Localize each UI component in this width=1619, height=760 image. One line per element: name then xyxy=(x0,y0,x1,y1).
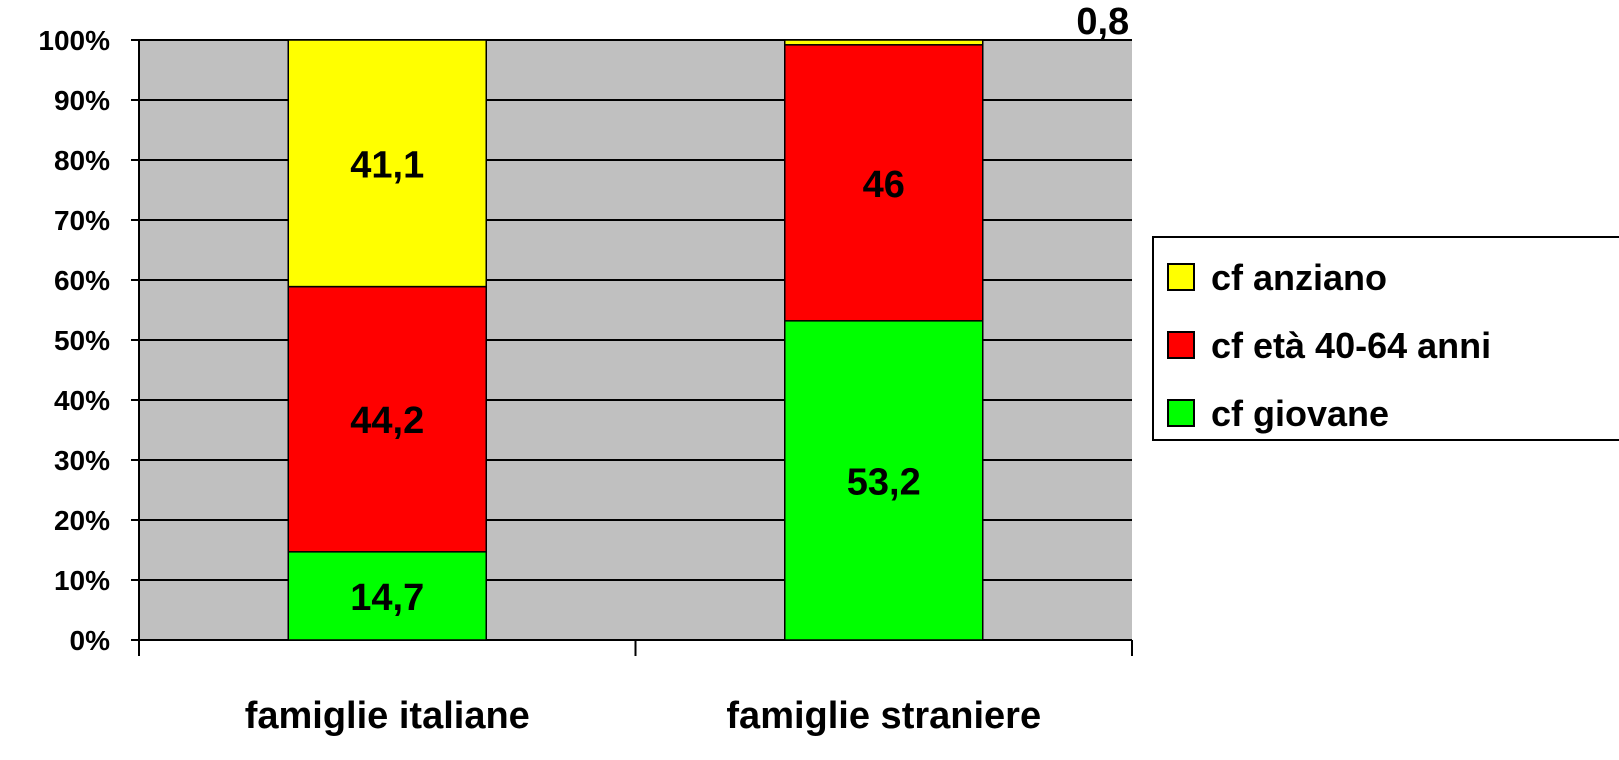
data-label: 0,8 xyxy=(1076,1,1129,43)
y-tick-label: 10% xyxy=(54,565,110,596)
data-label: 44,2 xyxy=(350,400,424,442)
data-labels: 14,7 44,2 41,1 53,2 46 0,8 xyxy=(350,1,1129,619)
bar-segment xyxy=(287,551,487,641)
legend-label: cf età 40-64 anni xyxy=(1211,325,1491,366)
legend-label: cf giovane xyxy=(1211,393,1389,434)
y-tick-label: 20% xyxy=(54,505,110,536)
data-label: 14,7 xyxy=(350,577,424,619)
bars xyxy=(287,39,984,641)
legend-box xyxy=(1152,236,1619,441)
legend-swatch xyxy=(1167,399,1195,427)
y-tick-label: 50% xyxy=(54,325,110,356)
bar-segment xyxy=(784,320,984,641)
axes: 0% 10% 20% 30% 40% 50% 60% 70% 80% 90% 100% famigli… xyxy=(38,25,1133,737)
x-category-label: famiglie straniere xyxy=(726,695,1041,737)
y-tick-label: 100% xyxy=(38,25,110,56)
data-label: 53,2 xyxy=(847,461,921,503)
y-tick-label: 40% xyxy=(54,385,110,416)
legend-swatch xyxy=(1167,263,1195,291)
data-label: 41,1 xyxy=(350,144,424,186)
bar-segment xyxy=(287,39,487,288)
data-label: 46 xyxy=(863,164,905,206)
legend-swatch xyxy=(1167,331,1195,359)
bar-segment xyxy=(784,44,984,322)
legend-label: cf anziano xyxy=(1211,257,1387,298)
y-tick-label: 30% xyxy=(54,445,110,476)
bar-segment xyxy=(287,285,487,553)
y-tick-label: 90% xyxy=(54,85,110,116)
y-tick-label: 70% xyxy=(54,205,110,236)
y-tick-label: 60% xyxy=(54,265,110,296)
y-tick-label: 0% xyxy=(70,625,111,656)
legend: cf anziano cf età 40-64 anni cf giovane xyxy=(1152,236,1619,441)
x-category-label: famiglie italiane xyxy=(245,695,530,737)
bar-segment xyxy=(784,39,984,46)
y-tick-label: 80% xyxy=(54,145,110,176)
